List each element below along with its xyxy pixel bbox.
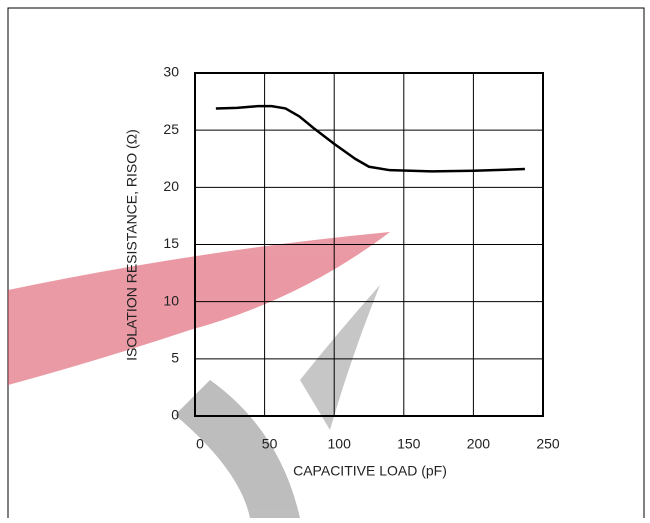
x-tick-label: 150 xyxy=(397,436,421,452)
x-axis-label: CAPACITIVE LOAD (pF) xyxy=(293,463,447,479)
y-tick-label: 25 xyxy=(163,121,179,137)
y-tick-label: 0 xyxy=(171,407,179,423)
frame xyxy=(7,7,645,523)
y-tick-label: 15 xyxy=(163,235,179,251)
y-tick-label: 10 xyxy=(163,292,179,308)
y-axis-label: ISOLATION RESISTANCE, RISO (Ω) xyxy=(124,129,140,361)
x-tick-label: 50 xyxy=(262,436,278,452)
x-tick-label: 100 xyxy=(328,436,352,452)
y-tick-label: 5 xyxy=(171,350,179,366)
y-tick-label: 20 xyxy=(163,178,179,194)
plot-border xyxy=(194,72,544,417)
data-line xyxy=(215,104,525,173)
x-tick-label: 200 xyxy=(467,436,491,452)
y-tick-label: 30 xyxy=(163,64,179,80)
x-tick-label: 0 xyxy=(196,436,204,452)
watermark xyxy=(8,232,390,518)
x-tick-label: 250 xyxy=(536,436,560,452)
